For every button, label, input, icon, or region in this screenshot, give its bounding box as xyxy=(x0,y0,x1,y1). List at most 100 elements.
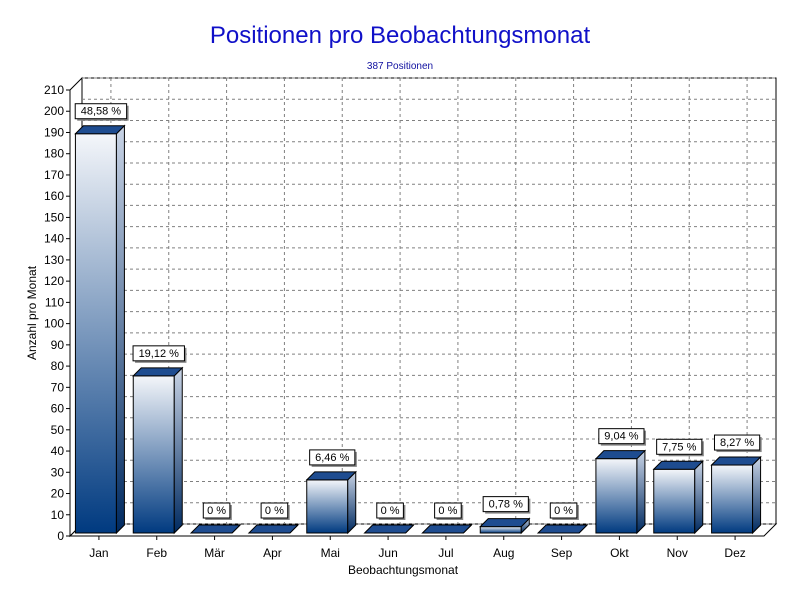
y-tick-label: 80 xyxy=(51,359,65,373)
data-labels: 48,58 % 19,12 % 0 % 0 % 6,46 % 0 % 0 % 0,78 % 0 … xyxy=(74,103,762,520)
bar-top xyxy=(652,460,704,470)
x-tick-label: Jul xyxy=(438,546,453,560)
data-label-box xyxy=(260,502,289,519)
bar-side xyxy=(636,449,646,535)
bar-top xyxy=(74,125,126,135)
bar-front xyxy=(132,375,175,534)
y-tick-label: 30 xyxy=(51,465,65,479)
bar xyxy=(363,524,415,534)
bar xyxy=(132,366,184,535)
data-label: 6,46 % xyxy=(315,452,349,464)
data-label: 0 % xyxy=(381,505,400,517)
bar-side xyxy=(173,366,183,535)
bar-top xyxy=(421,524,473,534)
data-label: 9,04 % xyxy=(604,431,638,443)
data-label: 48,58 % xyxy=(81,106,122,118)
x-tick-label: Dez xyxy=(724,546,745,560)
data-label-box xyxy=(376,502,404,519)
y-tick-label: 120 xyxy=(44,274,64,288)
y-tick-label: 20 xyxy=(51,487,65,501)
y-tick-label: 110 xyxy=(45,295,64,309)
x-tick-label: Jun xyxy=(378,546,397,560)
bar xyxy=(421,524,473,534)
y-tick-label: 200 xyxy=(44,104,64,118)
y-axis-label: Anzahl pro Monat xyxy=(25,265,39,360)
bar xyxy=(652,460,704,535)
y-tick-label: 130 xyxy=(44,253,64,267)
bar xyxy=(594,449,647,535)
back-wall xyxy=(81,77,777,525)
y-tick-label: 0 xyxy=(57,529,64,543)
bars xyxy=(74,124,762,535)
bar xyxy=(189,524,242,534)
bar xyxy=(247,524,300,534)
bar-front xyxy=(595,458,638,534)
y-tick-label: 150 xyxy=(44,210,64,224)
data-label-box xyxy=(598,428,645,445)
y-tick-label: 140 xyxy=(44,232,64,246)
bar-top xyxy=(189,524,242,534)
x-tick-label: Feb xyxy=(146,546,167,560)
bar-front xyxy=(653,468,696,534)
y-tick-label: 170 xyxy=(44,168,64,182)
x-tick-label: Apr xyxy=(263,546,282,560)
x-axis-ticks: Jan Feb Mär Apr Mai Jun Jul Aug Sep Okt Nov Dez xyxy=(89,536,746,560)
data-label-box xyxy=(482,496,529,513)
bar-side xyxy=(115,124,125,535)
data-label-box xyxy=(132,345,185,362)
bar xyxy=(305,470,357,535)
bar-side xyxy=(694,460,704,535)
y-tick-label: 180 xyxy=(44,147,64,161)
y-tick-label: 190 xyxy=(44,125,64,139)
y-tick-label: 10 xyxy=(51,508,65,522)
bar xyxy=(74,124,126,535)
data-label: 0 % xyxy=(265,505,284,517)
x-tick-label: Jan xyxy=(89,546,108,560)
y-tick-label: 70 xyxy=(51,380,65,394)
y-tick-label: 100 xyxy=(44,317,64,331)
y-axis-ticks: 0 10 20 30 40 50 60 70 80 90 100 110 120 130 140 150 160… xyxy=(44,83,70,543)
data-label: 0,78 % xyxy=(489,499,523,511)
bar-top xyxy=(305,471,357,481)
y-tick-label: 50 xyxy=(51,423,65,437)
bar-top xyxy=(132,367,184,377)
bar xyxy=(536,524,589,534)
data-label-box xyxy=(434,502,462,519)
y-tick-label: 160 xyxy=(44,189,64,203)
data-label-box xyxy=(202,502,231,519)
bar-top xyxy=(479,518,531,528)
axes xyxy=(69,90,764,537)
data-label-box xyxy=(713,434,761,451)
data-label-box xyxy=(74,103,128,120)
bar-front xyxy=(306,479,349,534)
x-tick-label: Okt xyxy=(610,546,629,560)
bar-top xyxy=(536,524,589,534)
data-label: 19,12 % xyxy=(139,348,180,360)
x-tick-label: Mai xyxy=(321,546,340,560)
data-label: 0 % xyxy=(554,505,573,517)
bar-top xyxy=(594,450,647,460)
data-label-box xyxy=(309,449,356,466)
bar-side xyxy=(752,455,762,535)
chart-title: Positionen pro Beobachtungsmonat xyxy=(209,22,591,49)
x-axis-label: Beobachtungsmonat xyxy=(348,563,459,577)
bar-front xyxy=(479,526,522,534)
x-tick-label: Sep xyxy=(551,546,573,560)
bar-front xyxy=(74,133,117,534)
bar-top xyxy=(363,524,415,534)
x-tick-label: Nov xyxy=(667,546,688,560)
chart-subtitle: 387 Positionen xyxy=(366,61,434,72)
data-label-box xyxy=(656,438,703,455)
bar-front xyxy=(711,464,754,534)
y-tick-label: 60 xyxy=(51,402,65,416)
y-tick-label: 40 xyxy=(51,444,65,458)
bar-side xyxy=(347,470,357,535)
data-label: 7,75 % xyxy=(662,441,696,453)
y-tick-label: 90 xyxy=(51,338,65,352)
bar xyxy=(479,517,531,535)
bar-top xyxy=(247,524,300,534)
data-label: 0 % xyxy=(207,505,226,517)
bar xyxy=(710,455,762,535)
bar-top xyxy=(710,456,762,466)
